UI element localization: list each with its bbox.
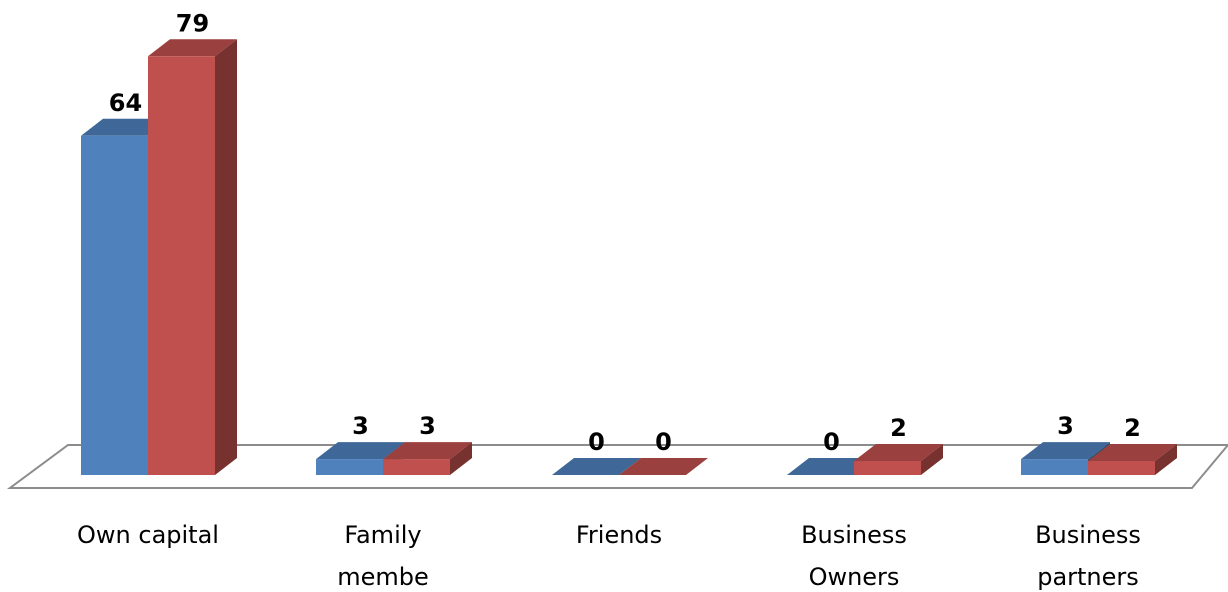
bar-business-partners-series-2 xyxy=(1088,444,1177,475)
category-label-own-capital: Own capital xyxy=(77,521,219,549)
category-label-business-owners: Business Owners xyxy=(801,521,907,591)
category-label-friends: Friends xyxy=(576,521,662,549)
category-label-business-partners: Business partners xyxy=(1035,521,1141,591)
data-labels-group: 64 79 3 3 0 0 0 2 3 2 xyxy=(109,9,1141,456)
bar-business-owners-series-2 xyxy=(854,444,943,475)
bar-friends-series-2 xyxy=(619,458,708,475)
data-label-own-capital-series-2: 79 xyxy=(176,9,209,37)
data-label-business-owners-series-2: 2 xyxy=(890,414,907,442)
bar-family-membe-series-2 xyxy=(383,442,472,475)
data-label-friends-series-1: 0 xyxy=(588,428,605,456)
bar-friends-series-1 xyxy=(552,458,641,475)
data-label-business-owners-series-1: 0 xyxy=(823,428,840,456)
data-label-business-partners-series-2: 2 xyxy=(1124,414,1141,442)
data-label-own-capital-series-1: 64 xyxy=(109,89,142,117)
bar-own-capital-series-2 xyxy=(148,39,237,476)
bars-group xyxy=(81,39,1177,476)
data-label-business-partners-series-1: 3 xyxy=(1057,412,1074,440)
category-label-family-membe: Family membe xyxy=(337,521,429,591)
data-label-family-membe-series-2: 3 xyxy=(419,412,436,440)
category-labels-group: Own capital Family membe Friends Business Own… xyxy=(77,521,1141,591)
data-label-family-membe-series-1: 3 xyxy=(352,412,369,440)
data-label-friends-series-2: 0 xyxy=(655,428,672,456)
bar-business-owners-series-1 xyxy=(787,458,876,475)
